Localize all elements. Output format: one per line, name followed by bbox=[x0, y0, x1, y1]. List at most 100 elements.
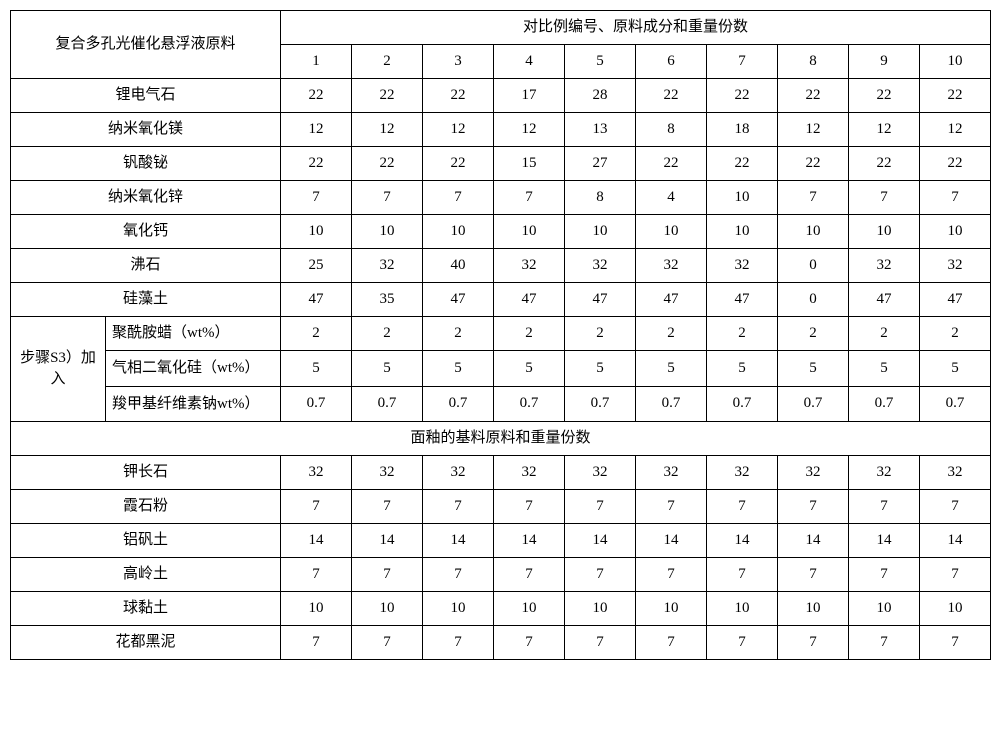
cell: 32 bbox=[636, 249, 707, 283]
cell: 47 bbox=[565, 283, 636, 317]
cell: 5 bbox=[636, 351, 707, 387]
cell: 22 bbox=[920, 79, 991, 113]
cell: 7 bbox=[920, 181, 991, 215]
cell: 10 bbox=[920, 215, 991, 249]
cell: 7 bbox=[494, 558, 565, 592]
cell: 32 bbox=[423, 456, 494, 490]
cell: 2 bbox=[352, 317, 423, 351]
cell: 22 bbox=[849, 79, 920, 113]
cell: 32 bbox=[565, 456, 636, 490]
cell: 12 bbox=[352, 113, 423, 147]
col-header-8: 8 bbox=[778, 45, 849, 79]
col-header-9: 9 bbox=[849, 45, 920, 79]
cell: 2 bbox=[423, 317, 494, 351]
cell: 14 bbox=[849, 524, 920, 558]
col-header-5: 5 bbox=[565, 45, 636, 79]
cell: 32 bbox=[636, 456, 707, 490]
cell: 10 bbox=[849, 592, 920, 626]
cell: 10 bbox=[707, 215, 778, 249]
cell: 10 bbox=[778, 215, 849, 249]
cell: 7 bbox=[494, 626, 565, 660]
cell: 14 bbox=[352, 524, 423, 558]
cell: 10 bbox=[352, 215, 423, 249]
row-label: 花都黑泥 bbox=[11, 626, 281, 660]
col-header-3: 3 bbox=[423, 45, 494, 79]
cell: 0.7 bbox=[565, 386, 636, 422]
cell: 7 bbox=[636, 558, 707, 592]
cell: 7 bbox=[423, 181, 494, 215]
cell: 7 bbox=[281, 626, 352, 660]
cell: 25 bbox=[281, 249, 352, 283]
cell: 7 bbox=[778, 490, 849, 524]
cell: 32 bbox=[281, 456, 352, 490]
cell: 7 bbox=[352, 490, 423, 524]
cell: 35 bbox=[352, 283, 423, 317]
cell: 7 bbox=[565, 558, 636, 592]
cell: 22 bbox=[423, 79, 494, 113]
header-right: 对比例编号、原料成分和重量份数 bbox=[281, 11, 991, 45]
cell: 47 bbox=[281, 283, 352, 317]
cell: 47 bbox=[636, 283, 707, 317]
cell: 17 bbox=[494, 79, 565, 113]
cell: 8 bbox=[565, 181, 636, 215]
cell: 7 bbox=[707, 626, 778, 660]
cell: 22 bbox=[778, 147, 849, 181]
row-label: 霞石粉 bbox=[11, 490, 281, 524]
cell: 5 bbox=[494, 351, 565, 387]
cell: 0.7 bbox=[494, 386, 565, 422]
cell: 7 bbox=[849, 490, 920, 524]
cell: 7 bbox=[281, 490, 352, 524]
cell: 2 bbox=[849, 317, 920, 351]
s3-row-label: 聚酰胺蜡（wt%） bbox=[106, 317, 281, 351]
cell: 10 bbox=[352, 592, 423, 626]
cell: 12 bbox=[494, 113, 565, 147]
cell: 7 bbox=[920, 626, 991, 660]
cell: 0 bbox=[778, 249, 849, 283]
cell: 47 bbox=[707, 283, 778, 317]
col-header-4: 4 bbox=[494, 45, 565, 79]
cell: 5 bbox=[707, 351, 778, 387]
row-label: 铝矾土 bbox=[11, 524, 281, 558]
cell: 7 bbox=[849, 626, 920, 660]
cell: 7 bbox=[636, 490, 707, 524]
cell: 2 bbox=[281, 317, 352, 351]
cell: 0 bbox=[778, 283, 849, 317]
row-label: 沸石 bbox=[11, 249, 281, 283]
row-label: 纳米氧化镁 bbox=[11, 113, 281, 147]
section2-header: 面釉的基料原料和重量份数 bbox=[11, 422, 991, 456]
cell: 22 bbox=[920, 147, 991, 181]
cell: 7 bbox=[423, 626, 494, 660]
cell: 0.7 bbox=[778, 386, 849, 422]
cell: 27 bbox=[565, 147, 636, 181]
cell: 22 bbox=[352, 147, 423, 181]
s3-row-label: 羧甲基纤维素钠wt%） bbox=[106, 386, 281, 422]
cell: 10 bbox=[565, 215, 636, 249]
cell: 22 bbox=[423, 147, 494, 181]
cell: 28 bbox=[565, 79, 636, 113]
cell: 47 bbox=[920, 283, 991, 317]
cell: 12 bbox=[849, 113, 920, 147]
cell: 0.7 bbox=[849, 386, 920, 422]
cell: 0.7 bbox=[423, 386, 494, 422]
row-label: 钾长石 bbox=[11, 456, 281, 490]
cell: 32 bbox=[778, 456, 849, 490]
cell: 32 bbox=[849, 249, 920, 283]
cell: 14 bbox=[494, 524, 565, 558]
cell: 7 bbox=[281, 181, 352, 215]
cell: 7 bbox=[565, 490, 636, 524]
row-label: 纳米氧化锌 bbox=[11, 181, 281, 215]
cell: 22 bbox=[636, 79, 707, 113]
col-header-6: 6 bbox=[636, 45, 707, 79]
cell: 0.7 bbox=[920, 386, 991, 422]
cell: 7 bbox=[494, 490, 565, 524]
row-label: 高岭土 bbox=[11, 558, 281, 592]
cell: 5 bbox=[423, 351, 494, 387]
col-header-10: 10 bbox=[920, 45, 991, 79]
cell: 2 bbox=[920, 317, 991, 351]
cell: 22 bbox=[636, 147, 707, 181]
cell: 0.7 bbox=[707, 386, 778, 422]
cell: 0.7 bbox=[281, 386, 352, 422]
cell: 12 bbox=[281, 113, 352, 147]
cell: 47 bbox=[423, 283, 494, 317]
row-label: 锂电气石 bbox=[11, 79, 281, 113]
